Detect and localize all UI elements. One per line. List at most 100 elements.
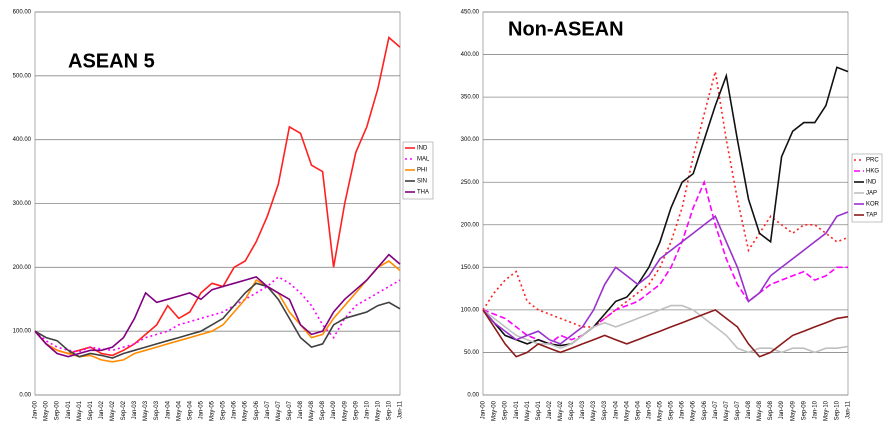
y-tick-label: 200.00 (461, 222, 480, 228)
plot-area (482, 11, 849, 396)
y-tick-label: 100.00 (13, 329, 32, 335)
x-tick-label: Sep-05 (221, 400, 227, 420)
x-tick-label: May-04 (624, 400, 630, 421)
x-tick-label: Sep-07 (287, 400, 293, 420)
x-tick-label: May-05 (210, 400, 216, 421)
x-tick-label: Jan-00 (33, 400, 39, 419)
chart-title: Non-ASEAN (508, 18, 624, 40)
y-tick-label: 400.00 (461, 52, 480, 58)
x-tick-label: Sep-10 (387, 400, 393, 420)
x-tick-label: May-10 (823, 400, 829, 421)
x-tick-label: Sep-00 (503, 400, 509, 420)
x-tick-label: May-03 (143, 400, 149, 421)
x-tick-label: May-08 (309, 400, 315, 421)
series-line (34, 260, 401, 363)
x-tick-label: Sep-02 (569, 400, 575, 420)
y-tick-label: 150.00 (461, 265, 480, 271)
x-tick-label: May-09 (790, 400, 796, 421)
y-tick-label: 450.00 (461, 10, 480, 16)
x-tick-label: Jan-03 (580, 400, 586, 419)
x-tick-label: May-02 (110, 400, 116, 421)
x-tick-label: Sep-07 (735, 400, 741, 420)
series-line (482, 308, 849, 358)
series-line (482, 304, 849, 354)
y-tick-label: 400.00 (13, 137, 32, 143)
y-tick-label: 500.00 (13, 73, 32, 79)
y-tick-label: 50.00 (464, 350, 480, 356)
x-tick-label: May-04 (176, 400, 182, 421)
x-tick-label: Sep-00 (55, 400, 61, 420)
x-tick-label: Jan-01 (66, 400, 72, 419)
y-tick-label: 100.00 (461, 307, 480, 313)
x-tick-label: Sep-06 (254, 400, 260, 420)
legend-label: MAL (417, 157, 430, 163)
legend-label: HKG (866, 169, 879, 175)
x-tick-label: Jan-04 (165, 400, 171, 419)
series-line (34, 275, 401, 353)
x-tick-label: Sep-05 (669, 400, 675, 420)
x-tick-label: May-05 (658, 400, 664, 421)
y-tick-label: 0.00 (19, 393, 31, 399)
legend-label: IND (417, 146, 428, 152)
series-line (482, 211, 849, 345)
x-tick-label: May-02 (558, 400, 564, 421)
x-tick-label: May-08 (757, 400, 763, 421)
legend-label: PHI (417, 168, 427, 174)
x-tick-label: Jan-05 (646, 400, 652, 419)
x-tick-label: Jan-07 (713, 400, 719, 419)
x-tick-label: Jan-11 (398, 400, 404, 419)
x-tick-label: Jan-05 (198, 400, 204, 419)
x-tick-label: May-07 (276, 400, 282, 421)
y-tick-label: 200.00 (13, 265, 32, 271)
legend-label: TAP (866, 213, 877, 219)
y-tick-label: 0.00 (467, 393, 479, 399)
x-tick-label: Jan-00 (481, 400, 487, 419)
series-line (482, 179, 848, 345)
y-tick-label: 350.00 (461, 95, 480, 101)
legend-label: KOR (866, 202, 880, 208)
series-line (482, 66, 849, 347)
x-tick-label: Sep-01 (88, 400, 94, 420)
x-tick-label: May-00 (492, 400, 498, 421)
x-tick-label: May-06 (243, 400, 249, 421)
x-tick-label: Jan-11 (846, 400, 852, 419)
x-tick-label: May-01 (77, 400, 83, 421)
x-tick-label: Jan-06 (680, 400, 686, 419)
x-tick-label: Jan-02 (547, 400, 553, 419)
x-tick-label: Sep-09 (353, 400, 359, 420)
x-tick-label: May-07 (724, 400, 730, 421)
series-line (34, 282, 401, 359)
x-tick-label: Sep-03 (154, 400, 160, 420)
legend-label: IND (866, 180, 877, 186)
x-tick-label: Sep-10 (835, 400, 841, 420)
x-tick-label: Jan-01 (514, 400, 520, 419)
chart-title: ASEAN 5 (68, 50, 155, 72)
x-tick-label: Jan-07 (265, 400, 271, 419)
x-tick-label: Sep-06 (702, 400, 708, 420)
x-tick-label: Sep-08 (768, 400, 774, 420)
x-tick-label: Sep-09 (801, 400, 807, 420)
y-tick-label: 300.00 (461, 137, 480, 143)
legend-label: THA (417, 190, 429, 196)
x-tick-label: Sep-08 (320, 400, 326, 420)
x-tick-label: Jan-10 (812, 400, 818, 419)
x-tick-label: Jan-08 (746, 400, 752, 419)
x-tick-label: Jan-09 (331, 400, 337, 419)
x-tick-label: Jan-08 (298, 400, 304, 419)
series-line (34, 253, 401, 358)
legend-label: SIN (417, 179, 427, 185)
x-tick-label: Jan-06 (232, 400, 238, 419)
x-tick-label: Sep-03 (602, 400, 608, 420)
x-tick-label: Jan-03 (132, 400, 138, 419)
x-tick-label: Jan-09 (779, 400, 785, 419)
legend-label: PRC (866, 158, 879, 164)
x-tick-label: May-09 (342, 400, 348, 421)
x-tick-label: May-03 (591, 400, 597, 421)
x-tick-label: Jan-04 (613, 400, 619, 419)
x-tick-label: May-10 (375, 400, 381, 421)
x-tick-label: May-06 (691, 400, 697, 421)
x-tick-label: May-01 (525, 400, 531, 421)
y-tick-label: 300.00 (13, 201, 32, 207)
y-tick-label: 600.00 (13, 10, 32, 16)
